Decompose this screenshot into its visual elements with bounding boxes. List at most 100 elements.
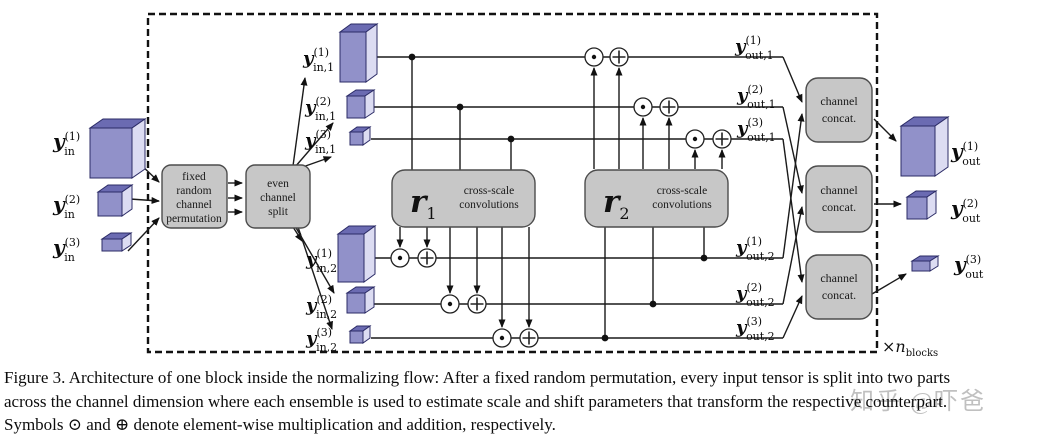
elementwise-add-icon [417,248,437,268]
label-n-blocks: ×nblocks [882,337,938,359]
concat2-line2: concat. [822,200,856,214]
figure-caption: Figure 3. Architecture of one block insi… [4,366,1042,437]
tensor-y-in2-2 [345,286,376,314]
wire-out2-1-to-concat1 [782,113,805,259]
concat3-line1: channel [820,271,858,285]
r1-desc1: cross-scale [464,185,514,197]
concat1-line2: concat. [822,111,856,125]
junction-row5 [649,300,657,308]
perm-line4: permutation [166,213,222,225]
elementwise-multiply-icon [440,294,460,314]
label-y-in1-3: y(3) in,1 [304,128,336,156]
concat2-box [805,165,873,233]
label-y-out2-2: y(2) out,2 [735,281,775,309]
arrow-split-row2 [294,122,334,168]
label-y-in-1: y(1) in [52,129,80,158]
concat3-line2: concat. [822,288,856,302]
junction-row2 [456,103,464,111]
elementwise-add-icon [467,294,487,314]
zhihu-watermark: 知乎 @吓爸 [850,389,987,415]
junction-row6 [601,334,609,342]
label-y-out-3: y(3) out [953,252,984,281]
label-y-out1-3: y(3) out,1 [736,116,776,144]
wire-out2-2-to-concat2 [782,206,804,305]
label-y-in1-1: y(1) in,1 [302,46,334,74]
label-y-in-3: y(3) in [52,235,80,264]
wire-out1-2-to-concat2 [782,106,804,194]
tensor-y-in2-3 [348,325,372,344]
label-y-in2-3: y(3) in,2 [305,326,337,354]
arrow-split-row1 [292,77,308,167]
arrow-yin3-to-perm [127,217,160,252]
label-y-in1-2: y(2) in,1 [304,95,336,123]
elementwise-multiply-icon [685,129,705,149]
tensor-y-in-1 [88,118,147,179]
flow-block-diagram: fixed random channel permutation even ch… [52,12,984,359]
elementwise-add-icon [519,328,539,348]
perm-line1: fixed [182,171,206,183]
concat1-box [805,77,873,143]
process-boxes: fixed random channel permutation even ch… [161,77,873,320]
elementwise-multiply-icon [492,328,512,348]
split-line2: channel [260,192,296,204]
caption-line-1: Figure 3. Architecture of one block insi… [4,368,951,387]
r2-desc1: cross-scale [657,185,707,197]
label-y-out1-2: y(2) out,1 [736,83,776,111]
perm-line2: random [176,185,211,197]
label-y-out1-1: y(1) out,1 [734,34,774,62]
concat2-line1: channel [820,183,858,197]
label-y-out2-3: y(3) out,2 [735,315,775,343]
tensor-y-out-3 [910,255,940,272]
tensor-y-in1-1 [338,23,379,83]
junction-row3 [507,135,515,143]
tensor-y-in2-1 [336,225,377,283]
caption-line-3: Symbols ⊙ and ⊕ denote element-wise mult… [4,415,556,434]
concat3-box [805,254,873,320]
split-line1: even [267,178,289,190]
arrow-concat1-out [873,118,897,142]
caption-line-2: across the channel dimension where each … [4,391,948,411]
r1-symbol: r1 [410,184,437,223]
wire-out1-3-to-concat3 [782,138,805,283]
r1-desc2: convolutions [459,199,519,211]
channel-split-box [245,164,311,229]
tensor-y-out-1 [899,116,950,177]
label-y-out-1: y(1) out [950,139,981,168]
tensor-y-in1-3 [348,126,372,146]
elementwise-add-icon [712,129,732,149]
label-y-in-2: y(2) in [52,192,80,221]
tensors [88,23,950,344]
elementwise-add-icon [609,47,629,67]
label-y-out-2: y(2) out [950,196,981,225]
permutation-box [161,164,228,229]
label-y-in2-1: y(1) in,2 [305,247,337,275]
split-line3: split [268,206,289,218]
concat1-line1: channel [820,94,858,108]
tensor-y-in-3 [100,232,133,252]
r2-box [584,169,729,228]
arrow-concat3-out [871,273,907,295]
operator-icons [390,47,732,348]
elementwise-multiply-icon [633,97,653,117]
label-y-in2-2: y(2) in,2 [305,293,337,321]
tensor-y-out-2 [905,190,938,220]
r1-box [391,169,536,228]
wire-out2-3-to-concat3 [782,295,803,339]
r2-symbol: r2 [603,184,630,223]
block-dashed-border [146,12,879,354]
perm-line3: channel [176,199,212,211]
arrow-split-row6 [296,223,333,330]
elementwise-multiply-icon [390,248,410,268]
label-y-out2-1: y(1) out,2 [735,235,775,263]
tensor-y-in1-2 [345,89,376,119]
junction-row1 [408,53,416,61]
junction-row4 [700,254,708,262]
tensor-y-in-2 [96,184,134,217]
r2-desc2: convolutions [652,199,712,211]
wire-out1-1-to-concat1 [782,56,803,103]
math-labels: y(1) in y(2) in y(3) in y(1) in,1 y(2) in,1 y… [52,34,984,359]
junction-dots [408,53,708,342]
arrow-split-row4 [292,226,303,242]
arrow-yin2-to-perm [129,196,160,204]
